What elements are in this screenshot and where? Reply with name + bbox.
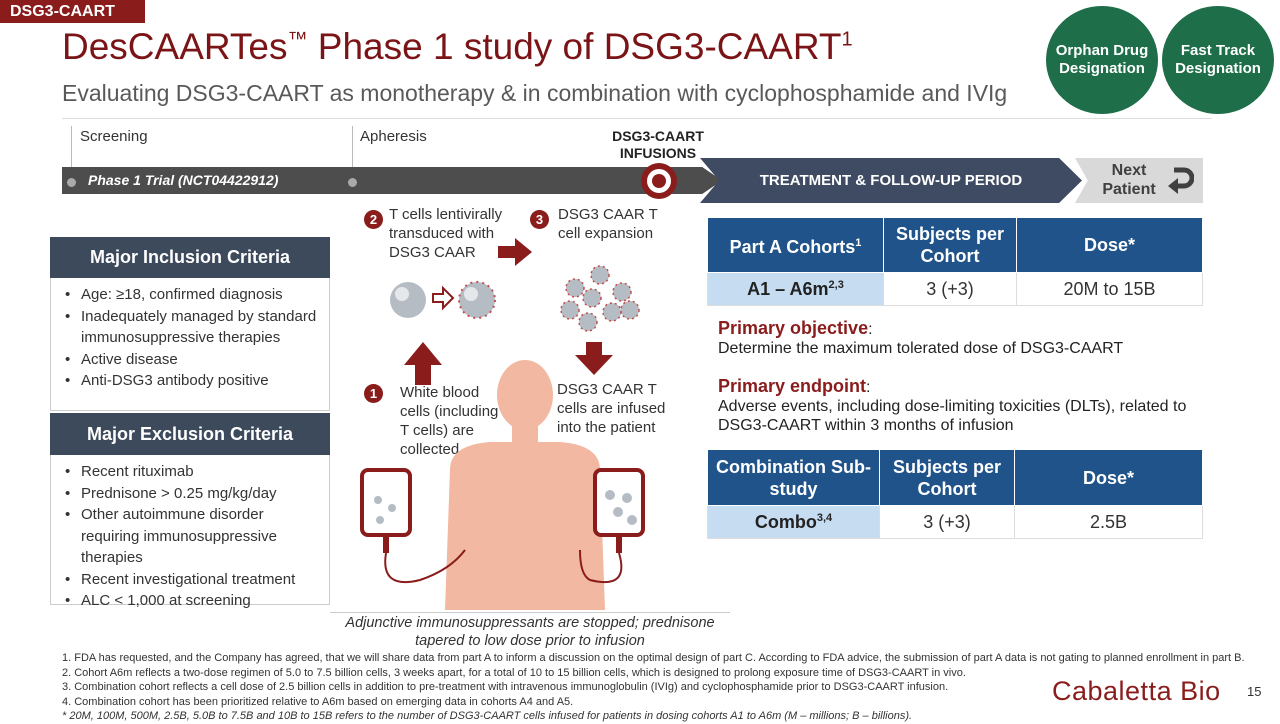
footnote: 2. Cohort A6m reflects a two-dose regime…: [62, 666, 966, 679]
table-header: Subjects per Cohort: [879, 449, 1015, 506]
down-arrow-icon: [575, 342, 613, 375]
exclusion-list: Recent rituximab Prednisone > 0.25 mg/kg…: [50, 455, 330, 611]
table-cell: 3 (+3): [879, 505, 1015, 539]
endpoint-text: Adverse events, including dose-limiting …: [718, 398, 1187, 434]
transduce-arrow-icon: [432, 285, 455, 311]
exclusion-item: Recent investigational treatment: [63, 569, 321, 591]
table-cell: A1 – A6m2,3: [707, 272, 884, 306]
timeline-bar: [62, 167, 722, 194]
table-header: Part A Cohorts1: [707, 217, 884, 273]
footnotes: 1. FDA has requested, and the Company ha…: [62, 651, 1245, 724]
trial-label: Phase 1 Trial (NCT04422912): [88, 172, 279, 188]
title-sup: 1: [841, 28, 853, 51]
exclusion-item: Recent rituximab: [63, 461, 321, 483]
table-cell: 3 (+3): [883, 272, 1017, 306]
section-tag: DSG3-CAART: [0, 0, 145, 23]
footnote: 1. FDA has requested, and the Company ha…: [62, 652, 1245, 664]
combination-table: Combination Sub-study Subjects per Cohort…: [707, 449, 1203, 539]
footnote: 3. Combination cohort reflects a cell do…: [62, 681, 949, 693]
exclusion-header: Major Exclusion Criteria: [50, 413, 330, 455]
inclusion-item: Anti-DSG3 antibody positive: [63, 370, 321, 392]
adjunctive-note: Adjunctive immunosuppressants are stoppe…: [330, 612, 730, 650]
next-patient-box: [1075, 158, 1203, 203]
exclusion-item: Prednisone > 0.25 mg/kg/day: [63, 483, 321, 505]
up-arrow-icon: [404, 342, 442, 385]
company-logo: Cabaletta Bio: [1052, 676, 1221, 706]
inclusion-header: Major Inclusion Criteria: [50, 237, 330, 278]
step-text: T cells lentivirally transduced with DSG…: [389, 206, 503, 261]
infusions-label: DSG3-CAART INFUSIONS: [612, 128, 704, 161]
expanded-cells-icon: [560, 265, 640, 332]
car-t-cell-icon: [458, 281, 496, 319]
table-header: Subjects per Cohort: [883, 217, 1017, 273]
inclusion-list: Age: ≥18, confirmed diagnosis Inadequate…: [50, 278, 330, 411]
return-arrow-icon: [1168, 167, 1194, 194]
page-number: 15: [1247, 684, 1262, 699]
step-text: DSG3 CAAR T cells are infused into the p…: [557, 381, 666, 436]
exclusion-item: Other autoimmune disorder requiring immu…: [63, 504, 321, 569]
timeline-tick: [352, 126, 353, 186]
objective-label: Primary objective: [718, 318, 869, 338]
t-cell-icon: [390, 282, 426, 318]
exclusion-item: ALC < 1,000 at screening: [63, 590, 321, 612]
step-number: 3: [530, 210, 549, 229]
objective-text: Determine the maximum tolerated dose of …: [718, 340, 1124, 357]
step-text: White blood cells (including T cells) ar…: [400, 384, 499, 458]
table-cell: 20M to 15B: [1016, 272, 1203, 306]
fast-track-badge: Fast Track Designation: [1162, 6, 1274, 114]
title-rest: Phase 1 study of DSG3-CAART: [307, 26, 842, 67]
divider: [62, 118, 1212, 119]
table-row: A1 – A6m2,3 3 (+3) 20M to 15B: [707, 272, 1203, 306]
timeline-dot: [348, 178, 357, 187]
inclusion-item: Age: ≥18, confirmed diagnosis: [63, 284, 321, 306]
timeline-dot: [67, 178, 76, 187]
treatment-period: TREATMENT & FOLLOW-UP PERIOD: [700, 158, 1082, 203]
table-header: Dose*: [1014, 449, 1203, 506]
footnote: * 20M, 100M, 500M, 2.5B, 5.0B to 7.5B an…: [62, 710, 913, 722]
patient-silhouette-icon: [445, 360, 605, 610]
next-patient-label: Next Patient: [1102, 162, 1156, 198]
primary-endpoint: Primary endpoint: Adverse events, includi…: [718, 376, 1198, 435]
iv-bag-right-icon: [579, 468, 645, 584]
table-cell: Combo3,4: [707, 505, 880, 539]
part-a-cohorts-table: Part A Cohorts1 Subjects per Cohort Dose* …: [707, 217, 1203, 306]
footnote: 4. Combination cohort has been prioritiz…: [62, 695, 574, 708]
table-header: Dose*: [1016, 217, 1203, 273]
table-row: Combo3,4 3 (+3) 2.5B: [707, 505, 1203, 539]
step-number: 2: [364, 210, 383, 229]
title-main: DesCAARTes: [62, 26, 288, 67]
page-subtitle: Evaluating DSG3-CAART as monotherapy & i…: [62, 80, 1008, 106]
inclusion-item: Inadequately managed by standard immunos…: [63, 306, 321, 349]
target-icon: [641, 163, 677, 199]
timeline-tick: [71, 126, 72, 186]
title-tm: ™: [287, 28, 308, 51]
table-cell: 2.5B: [1014, 505, 1203, 539]
screening-label: Screening: [80, 128, 148, 145]
apheresis-label: Apheresis: [360, 128, 427, 145]
table-header: Combination Sub-study: [707, 449, 880, 506]
page-title: DesCAARTes™ Phase 1 study of DSG3-CAART1: [62, 26, 853, 68]
cell-therapy-illustration: [360, 238, 645, 610]
iv-bag-left-icon: [360, 468, 466, 584]
right-arrow-icon: [498, 238, 532, 266]
primary-objective: Primary objective: Determine the maximum …: [718, 318, 1198, 358]
step-number: 1: [364, 384, 383, 403]
inclusion-item: Active disease: [63, 349, 321, 371]
endpoint-label: Primary endpoint: [718, 376, 867, 396]
orphan-drug-badge: Orphan Drug Designation: [1046, 6, 1158, 114]
step-text: DSG3 CAAR T cell expansion: [558, 206, 658, 242]
